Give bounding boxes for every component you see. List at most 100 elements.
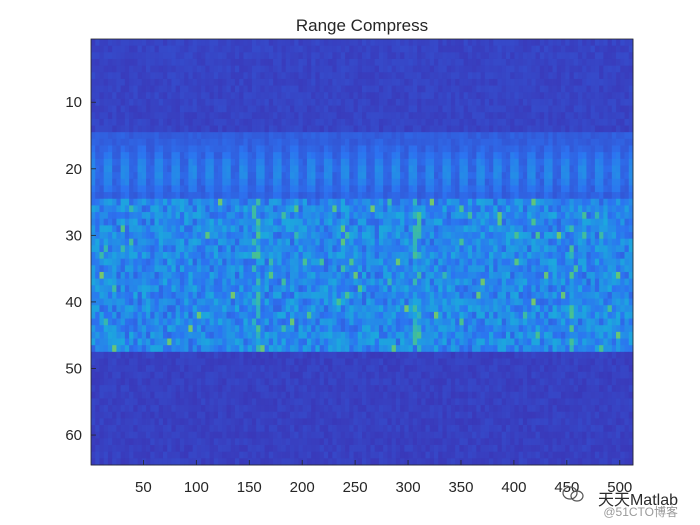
heatmap-cell (99, 198, 105, 206)
heatmap-cell (628, 198, 634, 206)
heatmap-cell (340, 285, 346, 293)
heatmap-cell (603, 238, 608, 246)
heatmap-cell (91, 291, 96, 299)
heatmap-cell (455, 265, 460, 273)
heatmap-cell (391, 192, 397, 200)
heatmap-cell (285, 225, 291, 233)
heatmap-cell (603, 39, 608, 47)
heatmap-cell (450, 252, 456, 260)
heatmap-cell (133, 152, 138, 160)
heatmap-cell (404, 265, 409, 273)
heatmap-cell (450, 152, 456, 160)
heatmap-cell (467, 138, 473, 146)
heatmap-cell (433, 285, 439, 293)
heatmap-cell (336, 158, 342, 166)
heatmap-cell (408, 192, 414, 200)
heatmap-cell (311, 72, 316, 80)
heatmap-cell (514, 132, 520, 140)
heatmap-cell (527, 238, 532, 246)
heatmap-cell (480, 58, 486, 67)
heatmap-cell (370, 125, 376, 133)
heatmap-cell (594, 152, 600, 160)
heatmap-cell (590, 138, 596, 146)
heatmap-cell (239, 205, 244, 213)
heatmap-cell (129, 178, 134, 186)
heatmap-cell (624, 185, 630, 193)
heatmap-cell (628, 185, 634, 193)
heatmap-cell (167, 178, 172, 186)
heatmap-cell (395, 218, 401, 226)
heatmap-cell (552, 252, 558, 260)
heatmap-cell (366, 212, 371, 220)
heatmap-cell (442, 45, 448, 53)
heatmap-cell (400, 78, 405, 86)
heatmap-cell (484, 152, 490, 160)
heatmap-cell (167, 245, 172, 253)
heatmap-cell (362, 105, 367, 113)
heatmap-cell (391, 132, 397, 140)
heatmap-cell (332, 158, 337, 166)
heatmap-cell (463, 212, 469, 220)
heatmap-cell (353, 192, 359, 200)
heatmap-cell (446, 185, 452, 193)
heatmap-cell (366, 65, 371, 73)
heatmap-cell (522, 39, 528, 47)
heatmap-cell (188, 78, 194, 86)
heatmap-cell (594, 252, 600, 260)
heatmap-cell (124, 138, 130, 146)
heatmap-cell (489, 152, 494, 160)
heatmap-cell (518, 225, 524, 233)
heatmap-cell (129, 85, 134, 93)
heatmap-cell (539, 92, 545, 100)
heatmap-cell (150, 105, 155, 113)
heatmap-cell (150, 172, 155, 180)
heatmap-cell (158, 72, 164, 80)
heatmap-cell (476, 225, 481, 233)
heatmap-cell (603, 92, 608, 100)
heatmap-cell (357, 152, 363, 160)
heatmap-cell (514, 52, 520, 60)
heatmap-cell (192, 52, 198, 60)
heatmap-cell (421, 225, 426, 233)
heatmap-cell (594, 218, 600, 226)
heatmap-cell (260, 218, 266, 226)
heatmap-cell (243, 278, 249, 286)
heatmap-cell (124, 258, 130, 266)
heatmap-cell (302, 258, 308, 266)
heatmap-cell (455, 58, 460, 67)
heatmap-cell (573, 245, 579, 253)
heatmap-cell (497, 145, 503, 153)
heatmap-cell (628, 285, 634, 293)
heatmap-cell (616, 225, 621, 233)
heatmap-cell (137, 72, 143, 80)
heatmap-cell (107, 45, 113, 53)
heatmap-cell (362, 258, 367, 266)
heatmap-cell (387, 225, 393, 233)
heatmap-cell (268, 105, 274, 113)
heatmap-cell (497, 78, 503, 86)
heatmap-cell (124, 39, 130, 47)
heatmap-cell (268, 92, 274, 100)
heatmap-cell (95, 271, 100, 280)
heatmap-cell (112, 118, 117, 126)
heatmap-cell (531, 265, 537, 273)
heatmap-cell (137, 165, 143, 173)
heatmap-cell (277, 198, 282, 206)
heatmap-cell (463, 238, 469, 246)
heatmap-cell (408, 172, 414, 180)
heatmap-cell (264, 132, 270, 140)
heatmap-cell (412, 58, 418, 67)
heatmap-cell (340, 178, 346, 186)
heatmap-cell (510, 265, 515, 273)
heatmap-cell (319, 192, 325, 200)
heatmap-cell (374, 218, 380, 226)
heatmap-cell (467, 98, 473, 106)
heatmap-cell (442, 39, 448, 47)
heatmap-cell (429, 52, 435, 60)
heatmap-cell (569, 285, 575, 293)
heatmap-cell (179, 72, 185, 80)
heatmap-cell (531, 185, 537, 193)
heatmap-cell (378, 212, 384, 220)
heatmap-cell (230, 285, 236, 293)
heatmap-cell (438, 178, 443, 186)
